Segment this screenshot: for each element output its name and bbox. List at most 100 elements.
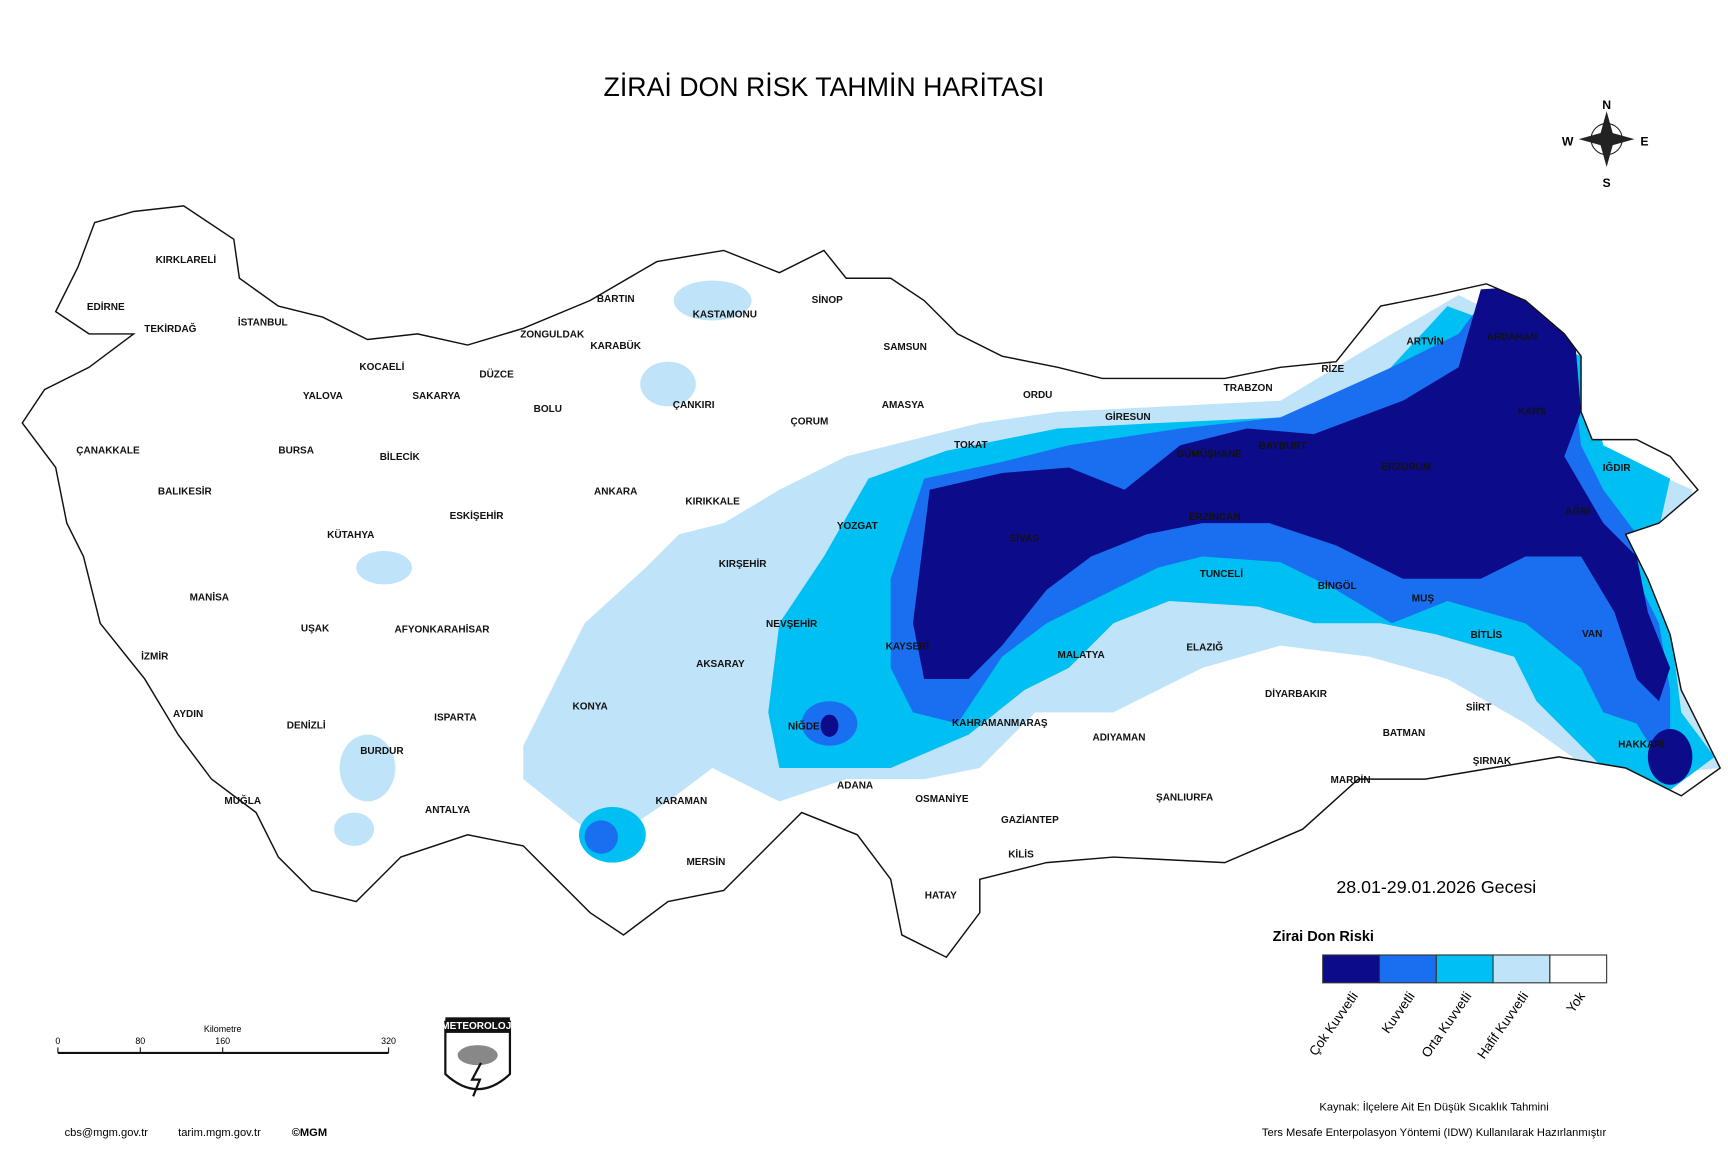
province-label: NEVŞEHİR [766, 617, 818, 630]
scale-tick-label: 0 [55, 1036, 60, 1046]
province-label: IĞDIR [1603, 461, 1632, 474]
date-label: 28.01-29.01.2026 Gecesi [1336, 877, 1536, 897]
legend-swatch [1492, 954, 1551, 984]
footer-email: cbs@mgm.gov.tr [65, 1127, 149, 1139]
province-label: MARDİN [1331, 773, 1371, 786]
province-label: BATMAN [1383, 728, 1426, 739]
risk-zone [820, 287, 1693, 785]
province-label: MERSİN [686, 855, 725, 868]
risk-zone [334, 280, 752, 846]
logo-text: METEOROLOJİ [441, 1019, 514, 1032]
province-label: AKSARAY [696, 659, 745, 670]
province-label: BURSA [278, 445, 314, 456]
scale-tick-label: 80 [135, 1036, 145, 1046]
province-label: HAKKARİ [1618, 737, 1664, 750]
province-label: BURDUR [360, 746, 404, 757]
province-label: BOLU [534, 404, 562, 415]
province-label: ADANA [837, 780, 873, 791]
province-label: KAHRAMANMARAŞ [952, 718, 1048, 729]
province-label: MANİSA [190, 590, 229, 603]
logo-band [445, 1017, 510, 1033]
province-label: ŞANLIURFA [1156, 793, 1213, 804]
risk-layer [334, 280, 1721, 863]
province-label: TUNCELİ [1200, 567, 1244, 580]
province-label: ESKİŞEHİR [450, 509, 505, 522]
compass-n: N [1602, 98, 1611, 112]
province-label: ORDU [1023, 390, 1052, 401]
legend-title: Zirai Don Riski [1273, 929, 1374, 945]
province-label: MUĞLA [224, 794, 261, 807]
legend-label: Hafif Kuvvetli [1474, 989, 1531, 1061]
province-label: BİLECİK [380, 450, 421, 463]
province-labels: KIRKLARELİ EDİRNE TEKİRDAĞ İSTANBUL KOCAELİ Y… [76, 253, 1664, 902]
province-label: SAMSUN [884, 342, 927, 353]
legend-swatch [1378, 954, 1437, 984]
province-label: TEKİRDAĞ [144, 322, 196, 335]
province-label: YOZGAT [837, 521, 878, 532]
province-label: UŞAK [301, 624, 330, 635]
province-label: ANKARA [594, 487, 637, 498]
province-label: DÜZCE [479, 368, 514, 381]
scale-tick-label: 160 [215, 1036, 230, 1046]
province-label: TRABZON [1224, 383, 1273, 394]
province-label: ÇORUM [791, 416, 829, 427]
province-label: AFYONKARAHİSAR [395, 623, 491, 636]
compass-e: E [1640, 135, 1648, 149]
province-label: İSTANBUL [238, 315, 288, 328]
legend-label: Kuvvetli [1379, 989, 1418, 1036]
province-label: KASTAMONU [693, 310, 757, 321]
legend-swatch [1549, 954, 1608, 984]
province-label: ÇANAKKALE [76, 445, 140, 456]
province-label: KOCAELİ [359, 360, 404, 373]
province-label: SİİRT [1466, 701, 1492, 714]
compass-w: W [1562, 135, 1574, 149]
province-label: KONYA [572, 701, 607, 712]
province-label: SAKARYA [412, 391, 460, 402]
footer-site: tarim.mgm.gov.tr [178, 1127, 261, 1139]
province-label: OSMANİYE [915, 792, 969, 805]
province-label: HATAY [925, 891, 957, 902]
province-label: ARTVİN [1407, 334, 1444, 347]
province-label: ŞIRNAK [1473, 756, 1512, 767]
province-label: ÇANKIRI [673, 400, 715, 411]
province-label: KIRŞEHİR [719, 557, 768, 570]
legend-swatch [1322, 954, 1381, 984]
province-label: KIRKLARELİ [156, 253, 217, 266]
province-label: AĞRI [1565, 505, 1590, 518]
logo-cloud [457, 1045, 498, 1066]
province-label: AMASYA [882, 400, 924, 411]
compass-rose [1578, 111, 1635, 167]
province-label: ANTALYA [425, 805, 470, 816]
province-label: GÜMÜŞHANE [1176, 447, 1242, 460]
province-label: ZONGULDAK [520, 330, 585, 341]
province-label: YALOVA [303, 391, 343, 402]
province-label: KİLİS [1008, 847, 1034, 860]
province-label: MALATYA [1057, 650, 1104, 661]
province-label: KARABÜK [590, 339, 641, 352]
scale-unit: Kilometre [204, 1024, 242, 1034]
province-label: BARTIN [597, 294, 635, 305]
province-label: KÜTAHYA [327, 528, 374, 541]
logo-bolt [470, 1062, 482, 1097]
footer-copyright: ©MGM [292, 1127, 327, 1139]
province-label: EDİRNE [87, 300, 125, 313]
province-label: VAN [1582, 629, 1602, 640]
province-label: AYDIN [173, 709, 203, 720]
legend-label: Çok Kuvvetli [1306, 989, 1361, 1058]
province-label: NİĞDE [788, 719, 820, 732]
compass-ring [1590, 122, 1623, 156]
province-label: ERZURUM [1381, 462, 1431, 473]
province-label: KAYSERİ [886, 639, 930, 652]
province-label: ADIYAMAN [1092, 733, 1145, 744]
province-label: RİZE [1321, 362, 1344, 375]
province-label: ELAZIĞ [1186, 640, 1223, 653]
province-label: MUŞ [1412, 593, 1435, 604]
compass: N E S W [1562, 98, 1649, 190]
province-label: DENİZLİ [287, 718, 326, 731]
source-line: Ters Mesafe Enterpolasyon Yöntemi (IDW) … [1262, 1127, 1607, 1139]
province-label: BALIKESİR [158, 485, 213, 498]
province-label: BİTLİS [1471, 628, 1503, 641]
province-label: GİRESUN [1105, 410, 1151, 423]
